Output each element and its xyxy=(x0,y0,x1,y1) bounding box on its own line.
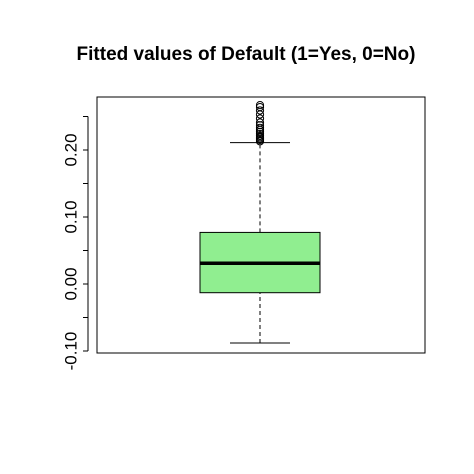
outlier-point xyxy=(255,129,265,139)
outlier-point xyxy=(255,131,265,141)
y-axis: -0.10 0.00 0.10 0.20 xyxy=(61,116,89,371)
y-tick-label: 0.00 xyxy=(61,267,80,300)
outlier-point xyxy=(255,103,265,112)
outlier-point xyxy=(255,123,265,132)
outlier-point xyxy=(255,114,265,123)
y-tick-label: 0.10 xyxy=(61,200,80,233)
y-tick-label: -0.10 xyxy=(61,332,80,371)
y-tick-label: 0.20 xyxy=(61,133,80,166)
chart-title: Fitted values of Default (1=Yes, 0=No) xyxy=(77,44,416,65)
outlier-point xyxy=(255,118,265,127)
outlier-point xyxy=(255,121,265,130)
boxplot xyxy=(199,101,321,344)
outlier-point xyxy=(255,127,265,137)
outlier-point xyxy=(255,101,265,110)
plot-frame xyxy=(96,96,426,354)
outlier-point xyxy=(255,106,265,115)
